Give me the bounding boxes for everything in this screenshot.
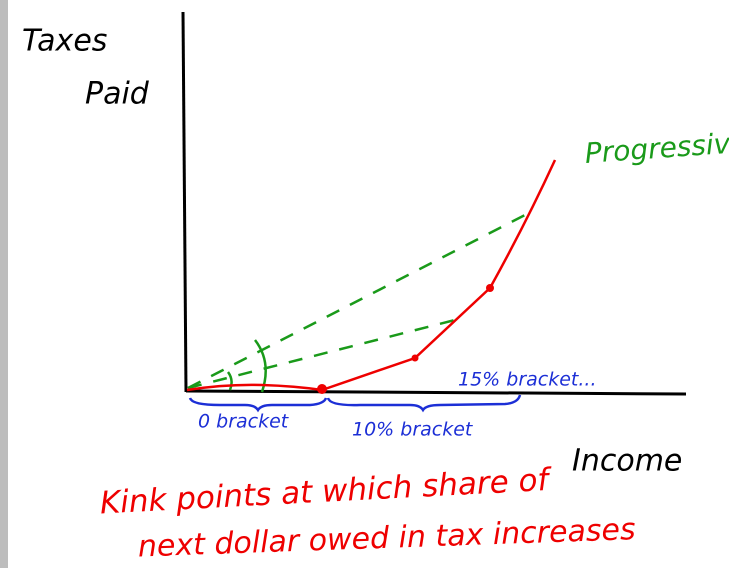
average-rate-line xyxy=(187,318,456,390)
bracket-label: 15% bracket... xyxy=(458,369,597,391)
bracket-brace xyxy=(326,394,522,413)
kink-point xyxy=(317,384,327,394)
bracket-label: 10% bracket xyxy=(352,419,474,441)
side-bar xyxy=(0,0,8,568)
kink-point xyxy=(411,354,419,362)
kink-point xyxy=(486,284,494,292)
x-axis-label: Income xyxy=(572,444,682,479)
angle-arc xyxy=(226,371,233,391)
average-rate-line xyxy=(187,213,526,390)
bracket-label: 0 bracket xyxy=(198,411,290,433)
tax-curve xyxy=(186,159,557,392)
angle-arc xyxy=(254,339,267,393)
bracket-brace xyxy=(188,397,328,413)
y-axis-label: Taxes xyxy=(22,24,107,59)
x-axis xyxy=(185,389,687,396)
y-axis xyxy=(181,11,188,393)
y-axis-label: Paid xyxy=(85,77,150,112)
